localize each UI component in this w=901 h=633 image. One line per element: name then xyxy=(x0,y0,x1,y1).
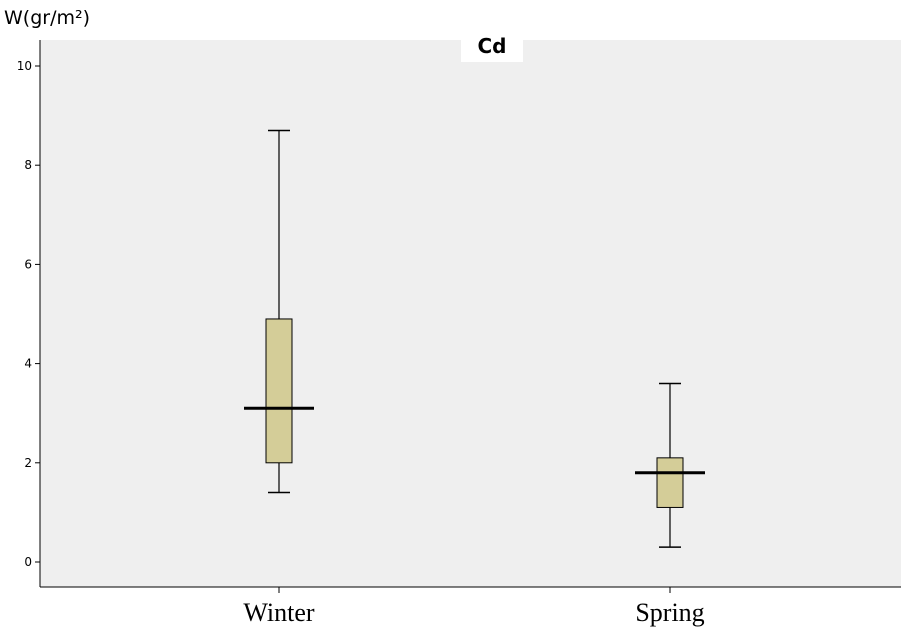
y-tick-label: 4 xyxy=(24,357,32,371)
y-tick-label: 2 xyxy=(24,456,32,470)
y-tick-label: 10 xyxy=(17,59,32,73)
y-axis: 0 2 4 6 8 10 xyxy=(17,40,41,587)
iqr-box xyxy=(656,457,684,508)
y-tick-label: 6 xyxy=(24,257,32,271)
iqr-box xyxy=(265,318,293,464)
boxes xyxy=(244,129,705,548)
y-tick-label: 0 xyxy=(24,555,32,569)
x-axis: Winter Spring xyxy=(40,586,901,627)
x-tick-label-winter: Winter xyxy=(243,598,314,627)
plot-area xyxy=(40,40,901,587)
title-background xyxy=(461,30,523,62)
box-winter xyxy=(244,129,314,494)
y-tick-label: 8 xyxy=(24,158,32,172)
y-axis-label: W(gr/m²) xyxy=(4,7,90,29)
chart-title: Cd xyxy=(478,34,507,58)
box-spring xyxy=(635,382,705,548)
x-tick-label-spring: Spring xyxy=(635,598,704,627)
